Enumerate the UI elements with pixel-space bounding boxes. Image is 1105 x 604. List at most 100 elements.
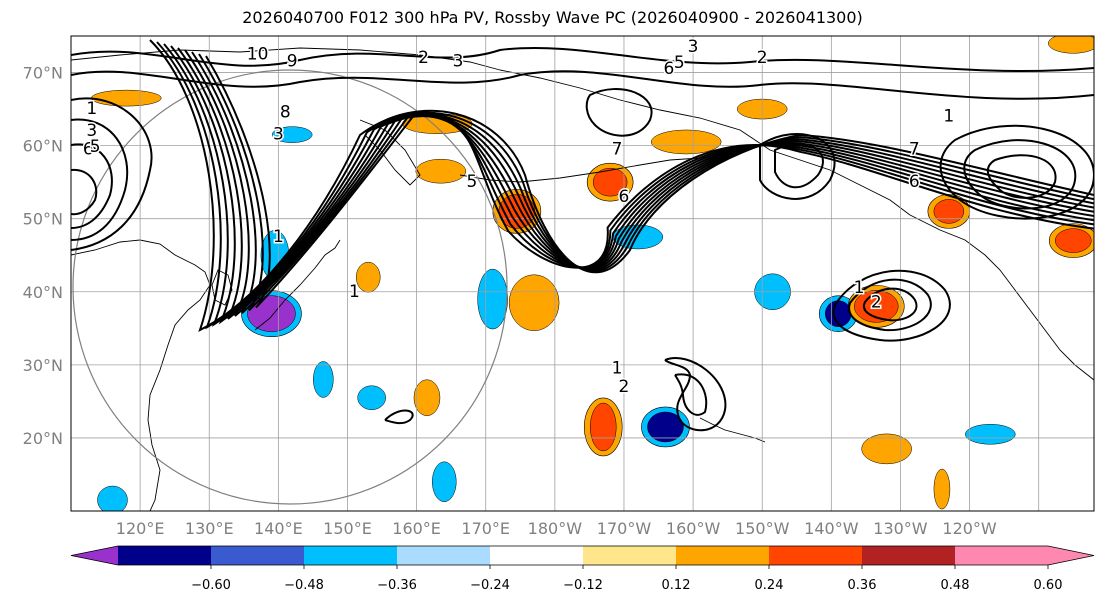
pv-contour-label: 3	[453, 52, 464, 72]
pc-anomaly	[592, 167, 628, 197]
pc-anomaly	[432, 461, 457, 503]
pc-anomaly	[477, 268, 508, 330]
colorbar-segment	[862, 546, 956, 565]
reference-circle	[72, 69, 508, 505]
pv-contour-line	[963, 139, 1077, 210]
pv-contour-label: 5	[90, 137, 101, 157]
colorbar-tick-label: 0.12	[662, 578, 691, 593]
coastline-japan	[254, 239, 341, 331]
colorbar-tick-label: −0.12	[563, 578, 603, 593]
pv-contour-line	[71, 97, 153, 251]
pv-contour-label: 5	[466, 172, 477, 192]
colorbar-segment	[955, 546, 1049, 565]
pv-contour-line	[774, 143, 824, 189]
colorbar-segment	[490, 546, 584, 565]
pv-contours	[71, 39, 1094, 432]
longitude-tick-label: 160°W	[666, 519, 721, 538]
pv-contour-line	[71, 70, 1094, 100]
longitude-tick-label: 130°E	[185, 519, 234, 538]
pc-anomaly	[357, 385, 386, 410]
pv-contour-line	[862, 287, 918, 322]
longitude-tick-label: 130°W	[873, 519, 928, 538]
pc-anomaly	[965, 424, 1016, 445]
pv-contour-line	[191, 51, 1094, 314]
colorbar-tick-label: −0.60	[191, 578, 231, 593]
pc-anomaly	[1048, 36, 1094, 54]
pv-contour-label: 2	[757, 48, 768, 68]
pc-anomaly	[508, 274, 560, 331]
pv-contour-label: 7	[612, 139, 623, 159]
colorbar-extend-min	[71, 546, 118, 565]
pv-contour-line	[71, 118, 129, 241]
colorbar-extend-max	[1048, 546, 1094, 565]
pv-contour-label: 6	[663, 59, 674, 79]
pv-contour-label: 9	[287, 52, 298, 72]
longitude-tick-label: 160°E	[392, 519, 441, 538]
colorbar-segment	[676, 546, 770, 565]
pv-contour-label: 8	[280, 103, 291, 123]
pv-contour-label: 2	[418, 48, 429, 68]
colorbar-tick-label: −0.36	[377, 578, 417, 593]
pv-contour-label: 7	[909, 139, 920, 159]
longitude-tick-label: 140°W	[804, 519, 859, 538]
pv-contour-label: 2	[871, 293, 882, 313]
pv-contour-label: 3	[273, 125, 284, 145]
pv-contour-label: 1	[349, 282, 360, 302]
coastline-hawaii	[699, 417, 766, 443]
longitude-tick-label: 150°E	[323, 519, 372, 538]
latitude-tick-label: 70°N	[23, 64, 63, 83]
pv-contour-line	[156, 41, 1094, 330]
colorbar-tick-label: 0.36	[848, 578, 877, 593]
colorbar-tick-label: −0.24	[470, 578, 510, 593]
longitude-tick-label: 170°E	[461, 519, 510, 538]
longitude-tick-label: 120°E	[116, 519, 165, 538]
pc-anomaly	[933, 468, 951, 510]
latitude-tick-label: 20°N	[23, 429, 63, 448]
colorbar-tick-label: 0.24	[755, 578, 784, 593]
pv-contour-label: 6	[619, 187, 630, 207]
coastline-north-america	[909, 214, 1094, 381]
longitude-axis: 120°E 130°E 140°E 150°E 160°E 170°E 180°W 170°W…	[116, 519, 997, 538]
pv-contour-label: 10	[247, 44, 269, 64]
coastline-asia	[71, 239, 211, 511]
coastline-alaska	[499, 69, 911, 216]
latitude-tick-label: 60°N	[23, 137, 63, 156]
pv-contour-label: 6	[909, 172, 920, 192]
latitude-tick-label: 50°N	[23, 210, 63, 229]
latitude-tick-label: 40°N	[23, 283, 63, 302]
pv-contour-label: 1	[943, 106, 954, 126]
pv-contour-line	[585, 88, 653, 137]
longitude-tick-label: 140°E	[254, 519, 303, 538]
pc-anomaly	[313, 361, 334, 398]
plot-title: 2026040700 F012 300 hPa PV, Rossby Wave …	[242, 8, 863, 27]
pc-anomaly	[589, 402, 617, 452]
pv-contour-line	[674, 373, 708, 416]
pv-contour-line	[939, 124, 1094, 220]
pv-contour-line	[198, 53, 1094, 312]
latitude-tick-label: 30°N	[23, 356, 63, 375]
longitude-tick-label: 180°W	[528, 519, 583, 538]
pv-contour-label: 1	[854, 278, 865, 298]
colorbar-tick-label: −0.48	[284, 578, 324, 593]
colorbar-segment	[211, 546, 305, 565]
longitude-tick-label: 150°W	[735, 519, 790, 538]
pc-anomaly	[91, 89, 162, 107]
latitude-axis: 70°N 60°N 50°N 40°N 30°N 20°N	[23, 64, 63, 448]
pv-contour-line	[205, 55, 1094, 309]
pc-anomaly	[861, 433, 912, 465]
pv-contour-label: 3	[688, 37, 699, 57]
colorbar-segment	[397, 546, 491, 565]
colorbar-tick-label: 0.60	[1034, 578, 1063, 593]
pv-contour-line	[163, 43, 1094, 327]
pc-anomaly	[854, 290, 899, 323]
pv-contour-line	[177, 47, 1094, 320]
pv-contour-line	[170, 45, 1094, 325]
pv-contour-line	[384, 409, 414, 425]
pv-contour-line	[832, 269, 951, 342]
graticule	[71, 36, 1094, 511]
colorbar-segment	[118, 546, 212, 565]
colorbar-segment	[304, 546, 398, 565]
colorbar-segment	[769, 546, 863, 565]
longitude-tick-label: 120°W	[942, 519, 997, 538]
pv-contour-label: 6	[83, 139, 94, 159]
